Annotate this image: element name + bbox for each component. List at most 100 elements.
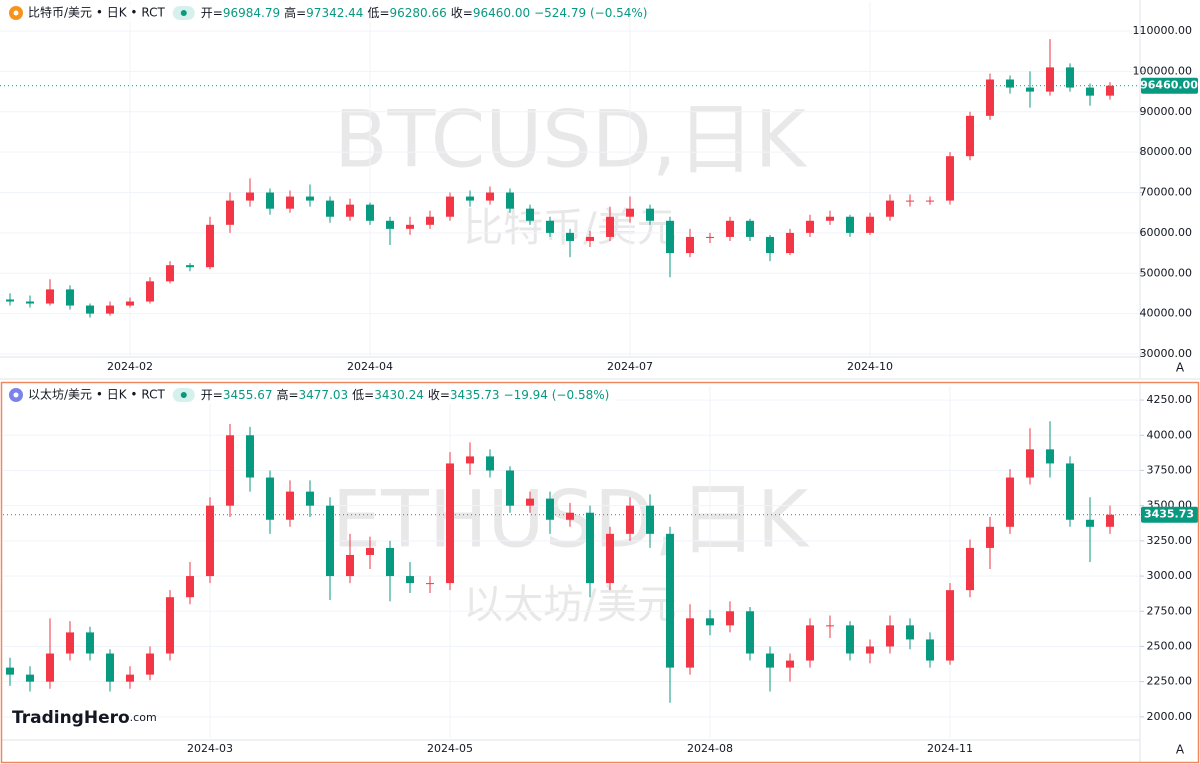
- stat-value: 96460.00: [473, 6, 530, 20]
- x-tick-label: 2024-07: [607, 360, 653, 373]
- candle-body: [386, 220, 394, 229]
- candle-body: [1066, 463, 1074, 520]
- stat-label: 开=: [201, 6, 223, 20]
- candle-body: [566, 512, 574, 520]
- y-tick-label: 2750.00: [1147, 604, 1193, 617]
- y-tick-label: 90000.00: [1140, 105, 1193, 118]
- last-price-box: [1141, 506, 1198, 523]
- candle-body: [186, 576, 194, 598]
- last-price-box: [1141, 77, 1198, 94]
- candle-body: [406, 576, 414, 584]
- candle-body: [46, 653, 54, 682]
- candle-body: [966, 547, 974, 591]
- candle-body: [166, 265, 174, 282]
- candle-body: [566, 232, 574, 241]
- candle-body: [666, 533, 674, 668]
- candle-body: [586, 512, 594, 584]
- candle-body: [66, 632, 74, 654]
- y-tick-label: 110000.00: [1133, 24, 1193, 37]
- candle-body: [906, 200, 914, 202]
- candle-body: [26, 301, 34, 304]
- candle-body: [486, 456, 494, 471]
- stat-label: 收=: [428, 388, 450, 402]
- x-tick-label: 2024-11: [927, 742, 973, 755]
- candle-body: [506, 192, 514, 209]
- candle-body: [6, 299, 14, 302]
- candle-body: [266, 477, 274, 520]
- stat-value: 3455.67: [223, 388, 273, 402]
- candle-body: [746, 220, 754, 237]
- candle-body: [786, 660, 794, 668]
- y-tick-label: 2250.00: [1147, 675, 1193, 688]
- candle-body: [806, 625, 814, 661]
- candle-body: [466, 456, 474, 464]
- auto-scale-button[interactable]: A: [1176, 361, 1185, 375]
- stat-label: 收=: [451, 6, 473, 20]
- candle-body: [26, 674, 34, 682]
- candle-body: [1106, 85, 1114, 96]
- y-tick-label: 80000.00: [1140, 145, 1193, 158]
- candle-body: [6, 667, 14, 675]
- candle-body: [706, 236, 714, 238]
- candle-body: [1086, 519, 1094, 527]
- candle-body: [646, 208, 654, 221]
- header-bg: [4, 386, 616, 404]
- candle-body: [886, 200, 894, 217]
- candle-body: [306, 491, 314, 506]
- candle-body: [1046, 67, 1054, 92]
- candle-body: [946, 156, 954, 201]
- stat-label: 高=: [284, 5, 306, 20]
- active-panel-border: [0, 381, 1200, 764]
- y-tick-label: 100000.00: [1133, 64, 1193, 77]
- candle-body: [366, 204, 374, 221]
- candle-body: [446, 463, 454, 584]
- header-bg: [4, 4, 616, 22]
- candle-body: [146, 281, 154, 302]
- candle-body: [206, 505, 214, 577]
- auto-scale-button[interactable]: A: [1176, 743, 1185, 757]
- candle-body: [546, 498, 554, 520]
- stat-label: 低=: [352, 388, 374, 402]
- y-tick-label: 2500.00: [1147, 639, 1193, 652]
- candle-body: [926, 200, 934, 202]
- candle-body: [686, 236, 694, 254]
- candle-body: [1086, 87, 1094, 96]
- y-tick-label: 3750.00: [1147, 463, 1193, 476]
- candle-body: [786, 232, 794, 254]
- candle-body: [806, 220, 814, 233]
- candle-body: [286, 196, 294, 209]
- candle-body: [826, 216, 834, 221]
- brand: TradingHero.com: [12, 708, 157, 728]
- candle-body: [526, 208, 534, 221]
- stat-label: 高=: [276, 387, 298, 402]
- candle-body: [766, 236, 774, 254]
- y-tick-label: 3000.00: [1147, 569, 1193, 582]
- watermark: ETHUSD,日K: [332, 475, 810, 565]
- stat-value: 96280.66: [390, 6, 447, 20]
- x-tick-label: 2024-05: [427, 742, 473, 755]
- candle-body: [146, 653, 154, 675]
- candle-body: [506, 470, 514, 506]
- stat-label: 开=: [201, 388, 223, 402]
- y-tick-label: 4000.00: [1147, 428, 1193, 441]
- symbol-title: 以太坊/美元 • 日K • RCT: [28, 387, 165, 402]
- candle-body: [866, 646, 874, 654]
- candle-body: [706, 618, 714, 626]
- candle-body: [846, 625, 854, 654]
- candle-body: [446, 196, 454, 217]
- header-stats: 开=3455.67 高=3477.03 低=3430.24 收=3435.73 −19.…: [201, 387, 610, 402]
- candle-body: [546, 220, 554, 233]
- candle-body: [106, 305, 114, 314]
- stat-value: 3435.73: [450, 388, 500, 402]
- candle-body: [166, 597, 174, 654]
- candle-body: [1066, 67, 1074, 88]
- candle-body: [886, 625, 894, 647]
- visibility-dot: [180, 392, 187, 398]
- candle-body: [826, 625, 834, 627]
- last-price-label: 96460.00: [1140, 79, 1198, 92]
- candle-body: [686, 618, 694, 668]
- watermark-sub: 以太坊/美元: [463, 582, 676, 628]
- candle-body: [1046, 449, 1054, 464]
- y-tick-label: 50000.00: [1140, 266, 1193, 279]
